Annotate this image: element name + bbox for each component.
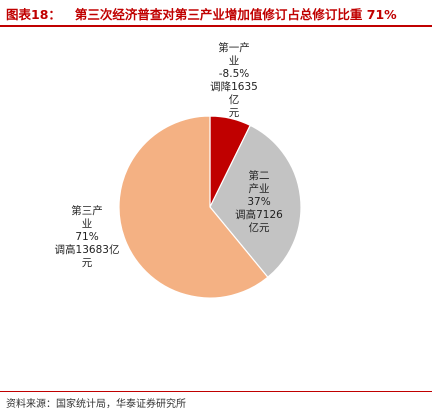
label-secondary-pct: 37%	[247, 196, 271, 208]
label-primary-name-2: 业	[228, 55, 240, 67]
label-primary-note-2: 元	[228, 107, 240, 119]
label-secondary-note-1: 调高7126	[235, 209, 283, 221]
label-tertiary-name-1: 第三产	[71, 205, 103, 217]
figure-label: 图表18：	[6, 7, 61, 22]
title-text: 第三次经济普查对第三产业增加值修订占总修订比重 71%	[74, 7, 397, 22]
label-secondary-industry: 第二 产业 37% 调高7126 亿元	[232, 170, 286, 235]
chart-title: 图表18： 第三次经济普查对第三产业增加值修订占总修订比重 71%	[6, 4, 397, 23]
title-rule	[0, 25, 432, 27]
label-tertiary-note-1: 调高13683亿	[54, 244, 120, 256]
pie-slice-tertiary	[118, 115, 269, 299]
label-tertiary-industry: 第三产 业 71% 调高13683亿 元	[54, 205, 120, 270]
pie-slice-secondary	[209, 124, 302, 279]
label-tertiary-pct: 71%	[75, 231, 99, 243]
label-primary-pct: -8.5%	[218, 68, 250, 80]
source-note: 资料来源：国家统计局，华泰证券研究所	[6, 399, 186, 410]
title-bar: 图表18： 第三次经济普查对第三产业增加值修订占总修订比重 71%	[0, 0, 432, 27]
footer-rule	[0, 391, 432, 392]
label-primary-note-1: 调降1635亿	[210, 81, 258, 106]
label-tertiary-note-2: 元	[81, 257, 93, 269]
label-secondary-name-1: 第二	[248, 170, 270, 182]
label-secondary-name-2: 产业	[248, 183, 270, 195]
label-primary-name-1: 第一产	[218, 42, 250, 54]
pie-chart-area: 第一产 业 -8.5% 调降1635亿 元 第二 产业 37% 调高7126 亿…	[0, 28, 432, 388]
pie-chart	[118, 115, 302, 299]
label-tertiary-name-2: 业	[81, 218, 93, 230]
label-primary-industry: 第一产 业 -8.5% 调降1635亿 元	[205, 42, 263, 120]
label-secondary-note-2: 亿元	[248, 222, 270, 234]
